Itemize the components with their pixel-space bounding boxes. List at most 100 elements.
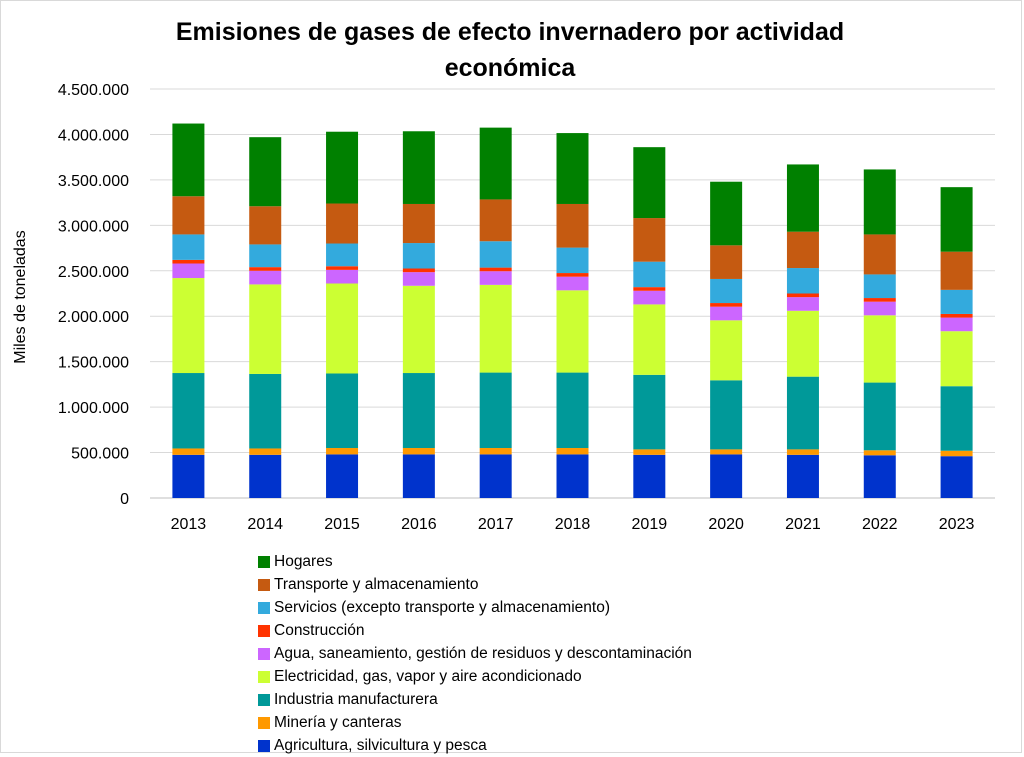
bar-segment xyxy=(710,306,743,321)
bar-segment xyxy=(479,267,512,272)
legend-item: Agua, saneamiento, gestión de residuos y… xyxy=(258,643,692,666)
legend-item: Industria manufacturera xyxy=(258,688,692,711)
bar-segment xyxy=(479,241,512,268)
bar-segment xyxy=(172,259,205,264)
bar-segment xyxy=(172,373,205,449)
bar-segment xyxy=(556,203,589,248)
x-tick-label: 2014 xyxy=(247,516,283,533)
bar-segment xyxy=(249,284,282,374)
x-tick-label: 2013 xyxy=(171,516,207,533)
bar-segment xyxy=(326,243,359,267)
bar-segment xyxy=(863,455,896,498)
legend-label: Hogares xyxy=(274,553,333,571)
bar-segment xyxy=(479,271,512,285)
bar-segment xyxy=(940,251,973,290)
y-tick-label: 4.000.000 xyxy=(58,127,129,144)
bar-segment xyxy=(633,261,666,288)
bar-segment xyxy=(633,218,666,262)
bar-segment xyxy=(786,454,819,498)
bar-segment xyxy=(402,448,435,455)
legend-item: Transporte y almacenamiento xyxy=(258,574,692,597)
bar-segment xyxy=(710,380,743,450)
bar-segment xyxy=(326,203,359,244)
chart-title: Emisiones de gases de efecto invernadero… xyxy=(175,18,845,82)
legend-label: Agricultura, silvicultura y pesca xyxy=(274,736,487,754)
bar-segment xyxy=(633,147,666,219)
bar-segment xyxy=(402,203,435,244)
bar-segment xyxy=(556,276,589,291)
bar-segment xyxy=(172,196,205,235)
bar-segment xyxy=(249,454,282,498)
bar-segment xyxy=(326,269,359,284)
bar-segment xyxy=(402,373,435,449)
bar-segment xyxy=(556,454,589,498)
bar-segment xyxy=(710,181,743,246)
legend-swatch xyxy=(258,716,270,729)
bar-segment xyxy=(786,164,819,232)
legend-swatch xyxy=(258,625,270,638)
bar-segment xyxy=(710,320,743,381)
y-tick-label: 2.500.000 xyxy=(58,264,129,281)
bar-segment xyxy=(786,449,819,455)
legend-swatch xyxy=(258,556,270,569)
bar-segment xyxy=(940,386,973,451)
bar-segment xyxy=(402,131,435,204)
bar-segment xyxy=(326,373,359,449)
bar-segment xyxy=(479,127,512,200)
bar-segment xyxy=(710,454,743,498)
x-tick-label: 2015 xyxy=(324,516,360,533)
legend-item: Servicios (excepto transporte y almacena… xyxy=(258,597,692,620)
x-tick-label: 2019 xyxy=(632,516,668,533)
bar-segment xyxy=(786,297,819,311)
bar-segment xyxy=(402,243,435,269)
bar-segment xyxy=(633,304,666,375)
bar-segment xyxy=(402,454,435,498)
bar-segment xyxy=(863,382,896,451)
x-tick-label: 2017 xyxy=(478,516,514,533)
bar-segment xyxy=(172,278,205,374)
legend-item: Minería y canteras xyxy=(258,711,692,734)
bar-segment xyxy=(556,372,589,449)
bar-segment xyxy=(786,310,819,377)
legend-swatch xyxy=(258,602,270,615)
bar-segment xyxy=(863,315,896,383)
bar-segment xyxy=(479,199,512,242)
legend-swatch xyxy=(258,739,270,752)
bar-segment xyxy=(633,287,666,291)
x-tick-label: 2023 xyxy=(939,516,975,533)
x-tick-label: 2020 xyxy=(708,516,744,533)
bar-segment xyxy=(172,448,205,455)
bar-segment xyxy=(479,284,512,373)
x-tick-label: 2021 xyxy=(785,516,821,533)
y-tick-label: 2.000.000 xyxy=(58,309,129,326)
bar-segment xyxy=(479,372,512,449)
bar-segment xyxy=(402,268,435,273)
legend-label: Electricidad, gas, vapor y aire acondici… xyxy=(274,667,582,685)
bar-segment xyxy=(249,448,282,455)
legend-label: Construcción xyxy=(274,622,365,640)
legend-swatch xyxy=(258,648,270,660)
x-tick-label: 2016 xyxy=(401,516,437,533)
bar-segment xyxy=(326,131,359,204)
bar-segment xyxy=(940,313,973,318)
bar-segment xyxy=(633,449,666,455)
bar-segment xyxy=(326,448,359,455)
bar-segment xyxy=(556,273,589,277)
bar-segment xyxy=(249,373,282,449)
bar-segment xyxy=(863,234,896,275)
legend-swatch xyxy=(258,579,270,592)
bar-segment xyxy=(326,283,359,374)
y-tick-labels: 0 500.000 1.000.000 1.500.000 2.000.000 2.500… xyxy=(58,82,129,508)
bar-segment xyxy=(710,449,743,455)
bar-segment xyxy=(249,137,282,207)
x-tick-labels: 2013 2014 2015 2016 2017 2018 2019 2020 2021 2022… xyxy=(171,516,975,533)
legend-swatch xyxy=(258,670,270,683)
legend-label: Minería y canteras xyxy=(274,713,402,731)
legend: Hogares Transporte y almacenamiento Servic… xyxy=(258,551,692,757)
bar-segment xyxy=(556,290,589,373)
bar-segment xyxy=(786,268,819,294)
y-tick-label: 3.500.000 xyxy=(58,173,129,190)
bar-segment xyxy=(479,448,512,455)
y-tick-label: 1.000.000 xyxy=(58,400,129,417)
